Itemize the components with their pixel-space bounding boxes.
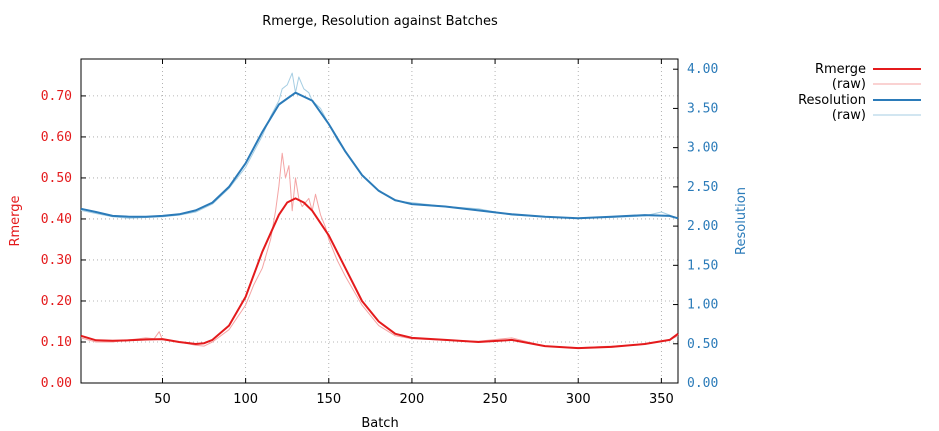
- ticks: 50 100 150 200 250 300 350 0.00 0.10 0.20 0.30 0.40…: [41, 59, 718, 407]
- x-tick-label: 150: [316, 392, 341, 407]
- x-tick-label: 50: [154, 392, 171, 407]
- x-tick-label: 350: [649, 392, 674, 407]
- y-right-tick-label: 1.00: [687, 298, 718, 313]
- y-right-tick-label: 2.50: [687, 180, 718, 195]
- y-left-axis-label: Rmerge: [8, 195, 23, 246]
- x-tick-label: 200: [400, 392, 425, 407]
- resolution-raw-line: [80, 72, 679, 219]
- resolution-line: [80, 91, 679, 220]
- y-right-tick-label: 4.00: [687, 62, 718, 77]
- y-right-tick-label: 1.50: [687, 258, 718, 273]
- legend-label: (raw): [832, 77, 866, 92]
- y-left-tick-label: 0.10: [41, 335, 72, 350]
- legend: Rmerge(raw)Resolution(raw): [798, 62, 921, 123]
- y-right-tick-label: 3.50: [687, 101, 718, 116]
- chart-title: Rmerge, Resolution against Batches: [262, 14, 498, 29]
- y-left-tick-label: 0.20: [41, 294, 72, 309]
- y-left-tick-label: 0.30: [41, 253, 72, 268]
- x-tick-label: 250: [483, 392, 508, 407]
- y-right-tick-label: 0.50: [687, 337, 718, 352]
- y-left-tick-label: 0.60: [41, 130, 72, 145]
- series-group: [80, 72, 679, 350]
- legend-label: Rmerge: [815, 62, 866, 77]
- y-right-tick-label: 0.00: [687, 376, 718, 391]
- y-right-tick-label: 2.00: [687, 219, 718, 234]
- y-left-tick-label: 0.00: [41, 376, 72, 391]
- y-left-tick-label: 0.40: [41, 212, 72, 227]
- x-axis-label: Batch: [361, 416, 398, 431]
- y-right-axis-label: Resolution: [734, 187, 749, 255]
- y-right-tick-label: 3.00: [687, 141, 718, 156]
- grid: [81, 59, 678, 384]
- y-left-tick-label: 0.70: [41, 89, 72, 104]
- x-tick-label: 300: [566, 392, 591, 407]
- plot-frame: [80, 58, 679, 384]
- x-tick-label: 100: [233, 392, 258, 407]
- rmerge-raw-line: [80, 152, 679, 349]
- legend-label: (raw): [832, 108, 866, 123]
- y-left-tick-label: 0.50: [41, 171, 72, 186]
- rmerge-line: [80, 197, 679, 350]
- legend-label: Resolution: [798, 93, 866, 108]
